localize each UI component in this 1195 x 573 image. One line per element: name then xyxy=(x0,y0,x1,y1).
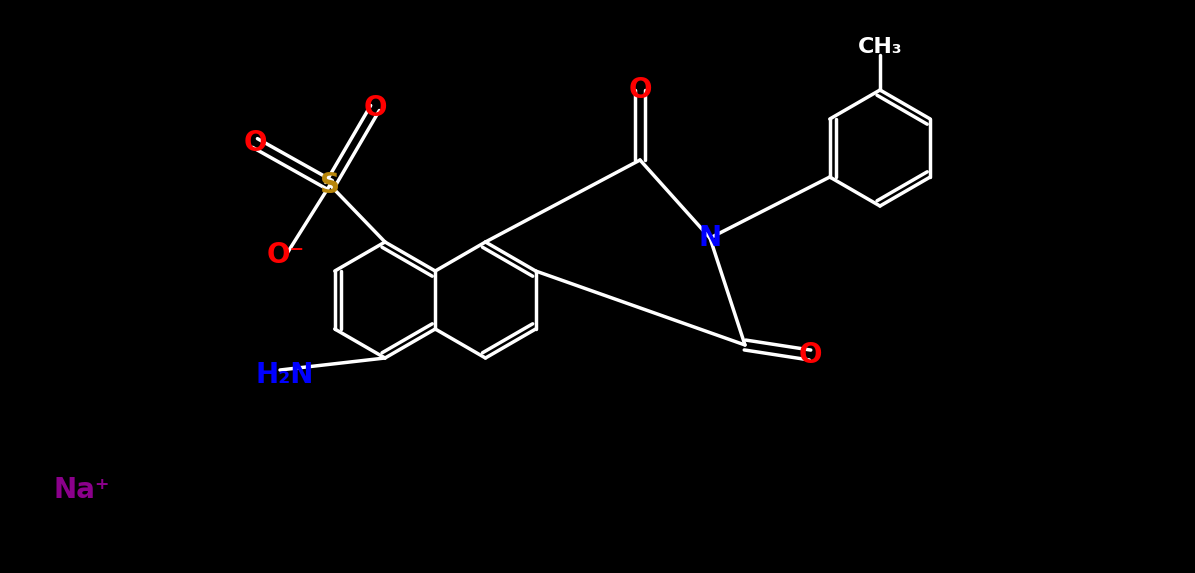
Text: N: N xyxy=(698,224,722,252)
Text: O: O xyxy=(244,129,266,157)
Text: O: O xyxy=(629,76,651,104)
Text: S: S xyxy=(320,171,341,199)
Text: O: O xyxy=(363,94,387,122)
Text: Na⁺: Na⁺ xyxy=(54,476,110,504)
Text: O: O xyxy=(798,341,822,369)
Text: H₂N: H₂N xyxy=(256,361,314,389)
Text: O⁻: O⁻ xyxy=(266,241,305,269)
Text: CH₃: CH₃ xyxy=(858,37,902,57)
